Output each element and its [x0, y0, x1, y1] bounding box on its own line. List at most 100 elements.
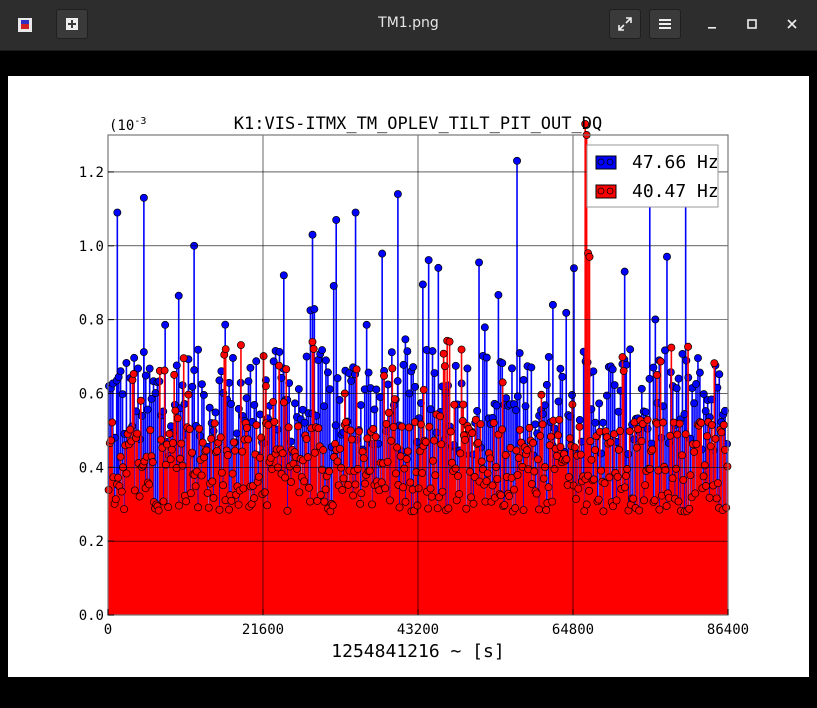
- new-tab-button[interactable]: [56, 9, 88, 39]
- marker-0-158: [411, 382, 420, 391]
- marker-1-22: [130, 486, 139, 495]
- marker-1-322: [488, 481, 497, 490]
- marker-1-270: [426, 484, 435, 493]
- marker-1-6: [111, 495, 120, 504]
- marker-1-434: [622, 471, 631, 480]
- marker-1-158: [293, 464, 301, 473]
- marker-1-435: [623, 465, 632, 473]
- marker-1-476: [672, 464, 681, 473]
- y-tick-label: 0.0: [79, 608, 104, 624]
- menu-button[interactable]: [649, 9, 681, 39]
- marker-1-506: [707, 420, 716, 429]
- marker-1-287: [446, 427, 455, 436]
- marker-1-73: [191, 482, 200, 491]
- marker-1-139: [270, 417, 279, 426]
- marker-0-210: [511, 406, 520, 415]
- marker-0-62: [225, 378, 234, 387]
- marker-0-304: [694, 354, 702, 363]
- marker-1-403: [585, 486, 594, 495]
- marker-1-237: [387, 436, 396, 445]
- plus-icon: [66, 18, 78, 30]
- marker-0-293: [672, 384, 681, 393]
- marker-1-300: [462, 504, 471, 513]
- marker-1-472: [667, 343, 676, 352]
- marker-1-405: [587, 455, 596, 464]
- marker-1-47: [160, 366, 169, 375]
- marker-1-260: [414, 484, 423, 493]
- marker-1-86: [207, 434, 216, 443]
- marker-1-384: [562, 455, 571, 464]
- chart: 0 21600 43200 64800 86400 0.0 0.2 0.4 0.6 0.8 1.0 1…: [79, 114, 749, 662]
- marker-1-510: [712, 494, 721, 503]
- marker-1-326: [493, 474, 502, 483]
- minimize-button[interactable]: [702, 14, 722, 34]
- marker-1-378: [555, 415, 564, 424]
- marker-0-35: [172, 361, 181, 370]
- marker-1-111: [236, 341, 245, 349]
- marker-1-205: [349, 491, 357, 500]
- marker-1-100: [223, 451, 232, 460]
- marker-1-233: [382, 419, 391, 428]
- marker-0-139: [374, 439, 383, 448]
- close-button[interactable]: [782, 14, 802, 34]
- marker-1-411: [594, 495, 603, 504]
- marker-1-176: [314, 424, 323, 433]
- marker-0-43: [188, 382, 197, 391]
- marker-1-458: [650, 496, 659, 505]
- marker-1-401: [582, 500, 591, 509]
- marker-1-371: [546, 432, 555, 441]
- marker-1-499: [699, 472, 708, 481]
- image-canvas: 0 21600 43200 64800 86400 0.0 0.2 0.4 0.6 0.8 1.0 1…: [8, 76, 809, 677]
- marker-1-219: [365, 466, 374, 475]
- marker-0-55: [211, 408, 220, 417]
- marker-1-251: [403, 447, 412, 456]
- marker-1-212: [357, 489, 366, 498]
- marker-0-321: [139, 193, 148, 202]
- hamburger-icon: [659, 19, 671, 29]
- marker-0-66: [232, 429, 241, 438]
- fullscreen-button[interactable]: [609, 9, 641, 39]
- marker-1-69: [186, 489, 195, 498]
- marker-1-344: [514, 453, 523, 462]
- marker-1-54: [169, 438, 177, 447]
- marker-1-55: [170, 370, 179, 379]
- marker-0-98: [294, 385, 303, 394]
- marker-1-389: [568, 400, 577, 409]
- marker-0-328: [513, 156, 521, 165]
- marker-1-27: [136, 396, 145, 405]
- marker-1-203: [346, 426, 355, 435]
- marker-1-488: [686, 471, 695, 480]
- marker-0-110: [318, 346, 327, 355]
- marker-0-320: [113, 208, 122, 217]
- marker-1-369: [544, 483, 553, 492]
- marker-1-408: [591, 445, 600, 454]
- marker-1-379: [556, 442, 565, 451]
- marker-0-269: [626, 345, 635, 354]
- marker-1-268: [424, 504, 433, 513]
- marker-1-416: [600, 479, 609, 488]
- marker-0-19: [141, 371, 150, 380]
- marker-1-21: [129, 369, 138, 378]
- marker-1-330: [498, 425, 507, 434]
- marker-1-197: [339, 474, 348, 483]
- marker-1-272: [428, 456, 437, 465]
- marker-0-211: [513, 392, 522, 401]
- marker-0-78: [256, 410, 265, 419]
- marker-0-47: [196, 431, 204, 440]
- marker-1-104: [228, 469, 237, 478]
- marker-0-60: [221, 320, 230, 329]
- marker-1-37: [148, 458, 157, 467]
- marker-1-82: [202, 446, 211, 455]
- marker-1-65: [182, 497, 191, 506]
- maximize-button[interactable]: [742, 14, 762, 34]
- marker-0-307: [699, 390, 708, 399]
- marker-0-263: [614, 407, 623, 416]
- marker-0-138: [372, 385, 381, 394]
- y-tick-label: 0.2: [79, 534, 104, 550]
- marker-0-326: [351, 208, 360, 217]
- marker-1-524: [459, 400, 468, 409]
- marker-1-79: [198, 438, 207, 447]
- marker-1-447: [637, 437, 646, 446]
- marker-1-180: [319, 446, 328, 454]
- marker-1-70: [188, 448, 197, 457]
